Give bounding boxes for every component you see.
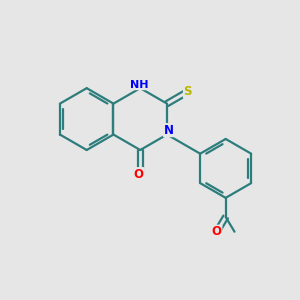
Text: N: N	[164, 124, 173, 136]
Text: S: S	[184, 85, 192, 98]
Text: O: O	[134, 168, 144, 181]
Text: O: O	[212, 225, 222, 238]
Text: NH: NH	[130, 80, 148, 90]
